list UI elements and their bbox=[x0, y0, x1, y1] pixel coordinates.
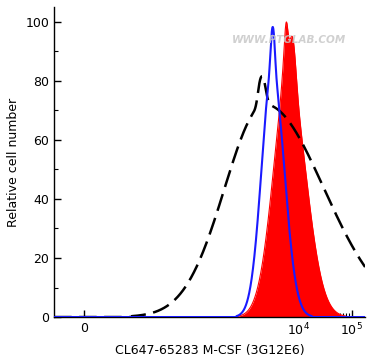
Y-axis label: Relative cell number: Relative cell number bbox=[7, 98, 20, 226]
X-axis label: CL647-65283 M-CSF (3G12E6): CL647-65283 M-CSF (3G12E6) bbox=[115, 344, 304, 357]
Text: WWW.PTGLAB.COM: WWW.PTGLAB.COM bbox=[231, 35, 346, 45]
